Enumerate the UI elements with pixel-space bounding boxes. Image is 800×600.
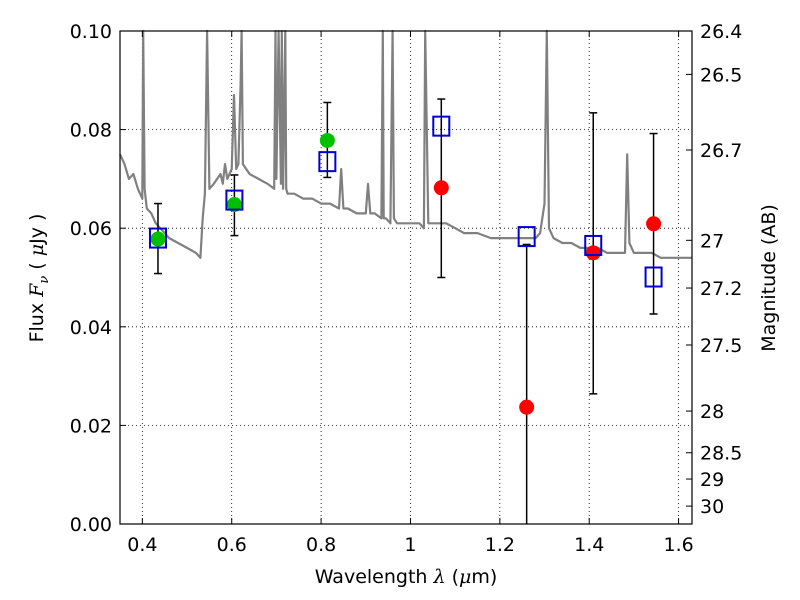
y-axis-label: Flux Fν ( μJy ) <box>26 214 52 343</box>
y2-tick-label: 26.4 <box>700 21 742 43</box>
tick-labels: 0.4 0.6 0.8 1 1.2 1.4 1.6 0.00 0.02 0.04 0.06 0.08 0… <box>70 21 743 556</box>
y2-tick-label: 28.5 <box>700 443 742 465</box>
y-tick-label: 0.06 <box>70 218 112 240</box>
data-point-square <box>225 189 244 211</box>
error-bars <box>153 98 658 524</box>
y2-axis-label: Magnitude (AB) <box>758 204 780 352</box>
x-tick-label: 0.8 <box>306 534 336 556</box>
model-spectrum <box>119 29 692 259</box>
x-tick-label: 1.2 <box>485 534 515 556</box>
x-axis-label: Wavelength λ (μm) <box>315 566 498 588</box>
y2-tick-label: 27.5 <box>700 335 742 357</box>
y2-tick-label: 30 <box>700 496 724 518</box>
data-point-circle <box>319 132 335 148</box>
data-point-square <box>584 234 603 256</box>
y2-tick-label: 29 <box>700 469 724 491</box>
y2-tick-label: 27 <box>700 230 724 252</box>
data-point-circle <box>433 180 449 196</box>
y2-tick-label: 26.5 <box>700 64 742 86</box>
data-point-square <box>318 151 337 173</box>
x-tick-label: 1 <box>404 534 416 556</box>
data-point-square <box>517 226 536 248</box>
y-tick-label: 0.04 <box>70 317 112 339</box>
plot-frame <box>119 30 693 525</box>
x-tick-label: 1.6 <box>663 534 693 556</box>
data-point-square <box>644 266 663 288</box>
y2-tick-label: 28 <box>700 401 724 423</box>
data-point-circle <box>585 245 601 261</box>
y2-tick-label: 27.2 <box>700 278 742 300</box>
y2-tick-label: 26.7 <box>700 140 742 162</box>
data-point-circle <box>150 231 166 247</box>
x-tick-label: 0.4 <box>127 534 157 556</box>
data-markers <box>148 115 663 415</box>
data-point-circle <box>226 197 242 213</box>
axis-ticks <box>120 30 692 525</box>
x-tick-label: 0.6 <box>217 534 247 556</box>
data-point-square <box>148 227 167 249</box>
spectrum-line <box>119 29 692 259</box>
y-tick-label: 0.00 <box>70 514 112 536</box>
data-point-square <box>432 115 451 137</box>
data-point-circle <box>519 399 535 415</box>
x-tick-label: 1.4 <box>574 534 604 556</box>
y-tick-label: 0.08 <box>70 120 112 142</box>
data-point-circle <box>646 216 662 232</box>
y-tick-label: 0.10 <box>70 21 112 43</box>
y-tick-label: 0.02 <box>70 415 112 437</box>
